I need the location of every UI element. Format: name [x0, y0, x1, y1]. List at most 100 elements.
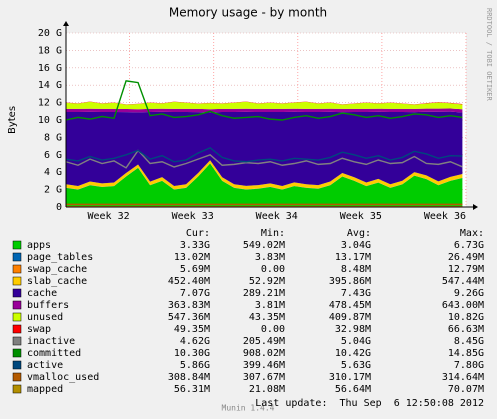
- area: [66, 101, 463, 105]
- legend-stat: 70.07M: [448, 384, 484, 395]
- y-tick-label: 14 G: [38, 80, 62, 91]
- legend-stat: 0.00: [261, 264, 285, 275]
- legend-stat: 547.36M: [168, 312, 210, 323]
- legend-stat: 32.98M: [335, 324, 371, 335]
- legend-stat: 5.86G: [180, 360, 210, 371]
- legend-stat: 310.17M: [329, 372, 371, 383]
- area: [66, 101, 463, 110]
- side-credit: RRDTOOL / TOBI OETIKER: [485, 8, 493, 102]
- line: [65, 80, 463, 121]
- y-tick-label: 4 G: [44, 167, 62, 178]
- legend-stat: 49.35M: [174, 324, 210, 335]
- legend-label: committed: [27, 348, 81, 359]
- areas: [66, 101, 463, 207]
- legend-stat: 314.64M: [442, 372, 484, 383]
- legend-swatch: [12, 384, 22, 394]
- x-tick-label: Week 32: [88, 211, 130, 222]
- legend-stat: 478.45M: [329, 300, 371, 311]
- plot: 0 2 G 4 G 6 G 8 G 10 G 12 G 14 G 16 G 18 G 20 G Wee…: [38, 21, 478, 222]
- legend-stat: 4.62G: [180, 336, 210, 347]
- legend: Cur: Min: Avg: Max: apps 3.33G 549.02M 3.04G 6.7…: [12, 228, 484, 395]
- legend-stat: 56.64M: [335, 384, 371, 395]
- legend-swatch: [12, 288, 22, 298]
- legend-stat: 3.04G: [341, 240, 371, 251]
- legend-stat: 10.42G: [335, 348, 371, 359]
- y-tick-label: 8 G: [44, 132, 62, 143]
- legend-stat: 14.85G: [448, 348, 484, 359]
- legend-swatch: [12, 348, 22, 358]
- legend-stat: 5.63G: [341, 360, 371, 371]
- area: [66, 163, 463, 190]
- legend-label: slab_cache: [27, 276, 87, 287]
- legend-label: unused: [27, 312, 63, 323]
- legend-stat: 363.83M: [168, 300, 210, 311]
- legend-stat: 908.02M: [243, 348, 285, 359]
- legend-stat: 5.69M: [180, 264, 210, 275]
- legend-swatch: [12, 252, 22, 262]
- legend-stat: 395.86M: [329, 276, 371, 287]
- x-tick-label: Week 33: [172, 211, 214, 222]
- stat-header: Min:: [261, 228, 285, 239]
- legend-swatch: [12, 360, 22, 370]
- legend-stat: 9.26G: [454, 288, 484, 299]
- y-tick-label: 2 G: [44, 185, 62, 196]
- legend-label: buffers: [27, 300, 69, 311]
- legend-swatch: [12, 336, 22, 346]
- last-update: Last update: Thu Sep 6 12:50:08 2012: [255, 398, 484, 409]
- area: [66, 163, 463, 207]
- footer: Munin 1.4.4: [222, 404, 275, 413]
- x-tick-label: Week 36: [424, 211, 466, 222]
- legend-label: vmalloc_used: [27, 372, 99, 383]
- y-tick-label: 10 G: [38, 115, 62, 126]
- legend-label: inactive: [27, 336, 75, 347]
- stat-header: Cur:: [186, 228, 210, 239]
- x-tick-label: Week 34: [256, 211, 298, 222]
- legend-stat: 10.30G: [174, 348, 210, 359]
- legend-stat: 3.33G: [180, 240, 210, 251]
- legend-stat: 409.87M: [329, 312, 371, 323]
- legend-stat: 7.80G: [454, 360, 484, 371]
- legend-stat: 307.67M: [243, 372, 285, 383]
- stat-header: Max:: [460, 228, 484, 239]
- legend-stat: 21.08M: [249, 384, 285, 395]
- legend-label: page_tables: [27, 252, 93, 263]
- x-arrow: [473, 204, 478, 210]
- area: [66, 111, 463, 186]
- area: [66, 163, 463, 190]
- legend-stat: 643.00M: [442, 300, 484, 311]
- line: [65, 147, 463, 163]
- legend-stat: 8.48M: [341, 264, 371, 275]
- legend-label: mapped: [27, 384, 63, 395]
- legend-label: swap: [27, 324, 51, 335]
- y-tick-label: 18 G: [38, 45, 62, 56]
- legend-stat: 13.17M: [335, 252, 371, 263]
- legend-label: cache: [27, 288, 57, 299]
- legend-stat: 43.35M: [249, 312, 285, 323]
- axes: 0 2 G 4 G 6 G 8 G 10 G 12 G 14 G 16 G 18 G 20 G Wee…: [38, 21, 478, 222]
- legend-swatch: [12, 276, 22, 286]
- legend-stat: 547.44M: [442, 276, 484, 287]
- legend-stat: 7.43G: [341, 288, 371, 299]
- legend-stat: 5.04G: [341, 336, 371, 347]
- legend-stat: 56.31M: [174, 384, 210, 395]
- legend-swatch: [12, 300, 22, 310]
- y-tick-label: 16 G: [38, 63, 62, 74]
- legend-stat: 0.00: [261, 324, 285, 335]
- legend-stat: 3.83M: [255, 252, 285, 263]
- area: [66, 160, 463, 190]
- legend-stat: 10.82G: [448, 312, 484, 323]
- y-arrow: [63, 21, 69, 26]
- legend-swatch: [12, 312, 22, 322]
- legend-stat: 308.84M: [168, 372, 210, 383]
- chart-title: Memory usage - by month: [169, 6, 327, 20]
- x-tick-label: Week 35: [340, 211, 382, 222]
- legend-stat: 26.49M: [448, 252, 484, 263]
- legend-label: apps: [27, 240, 51, 251]
- legend-stat: 66.63M: [448, 324, 484, 335]
- legend-stat: 6.73G: [454, 240, 484, 251]
- legend-stat: 399.46M: [243, 360, 285, 371]
- legend-stat: 3.81M: [255, 300, 285, 311]
- legend-swatch: [12, 324, 22, 334]
- legend-swatch: [12, 240, 22, 250]
